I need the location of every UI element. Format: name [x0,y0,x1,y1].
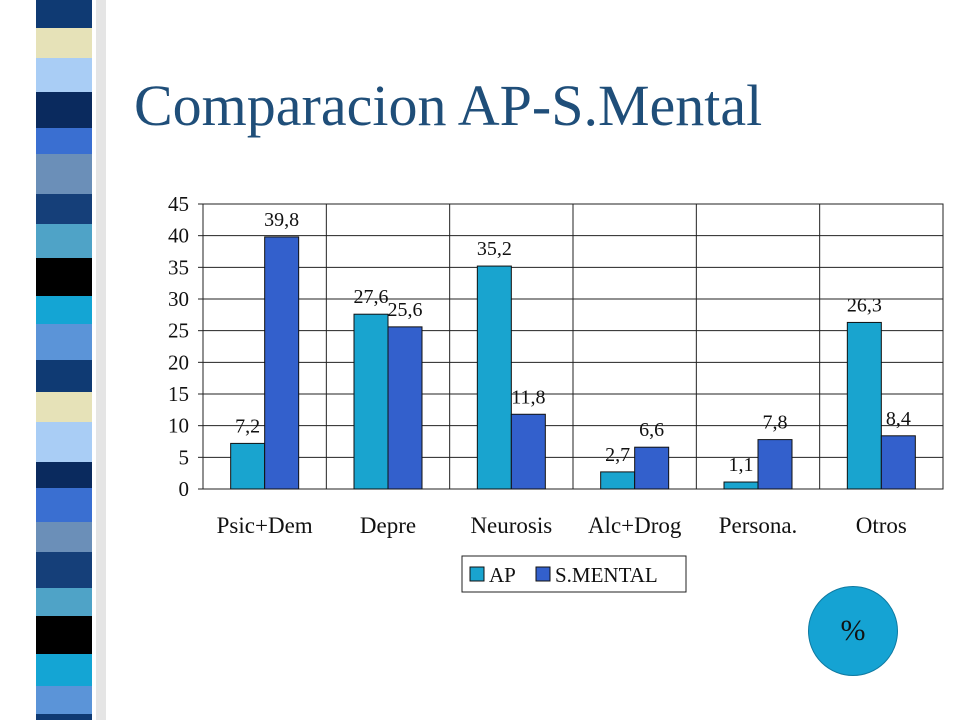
y-tick-label: 20 [168,350,189,374]
strip-block [36,686,92,714]
y-tick-label: 10 [168,414,189,438]
data-label: 8,4 [886,408,911,430]
x-tick-label: Otros [856,513,907,538]
bar-smental [387,326,423,490]
decorative-left-strip [0,0,120,720]
data-label: 1,1 [729,454,754,476]
strip-block [36,616,92,654]
strip-block [36,224,92,258]
y-axis-ticks: 0 5 10 15 20 25 30 35 40 45 [168,192,189,501]
strip-block [36,588,92,616]
y-tick-label: 5 [179,445,190,469]
data-label: 6,6 [639,419,664,441]
data-label: 7,2 [235,415,260,437]
x-tick-label: Psic+Dem [217,513,313,538]
strip-block [36,422,92,462]
strip-block [36,296,92,324]
y-tick-label: 25 [168,319,189,343]
strip-block [36,258,92,296]
strip-block [36,462,92,488]
strip-block [36,522,92,552]
strip-block [36,552,92,588]
x-tick-label: Neurosis [470,513,552,538]
strip-block [36,654,92,686]
x-axis-labels: Psic+Dem Depre Neurosis Alc+Drog Persona. Otr… [217,513,907,538]
slide-title: Comparacion AP-S.Mental [134,73,763,138]
strip-block [36,128,92,154]
chart-legend: AP S.MENTAL [461,555,687,593]
strip-block [36,360,92,392]
strip-block [36,154,92,194]
x-tick-label: Depre [360,513,416,538]
legend-swatch [535,566,551,582]
data-label: 35,2 [477,238,512,260]
data-label: 25,6 [388,299,423,321]
bar-smental [510,413,546,490]
bar-ap [723,481,759,490]
data-label: 2,7 [605,444,630,466]
data-label: 26,3 [847,294,882,316]
data-label: 11,8 [511,386,545,408]
bar-smental [634,446,670,490]
strip-block [36,58,92,92]
y-tick-label: 30 [168,287,189,311]
strip-block [36,92,92,128]
x-tick-label: Persona. [719,513,798,538]
strip-block [36,194,92,224]
y-tick-label: 0 [179,477,190,501]
strip-block [36,0,92,28]
data-label: 7,8 [763,412,788,434]
data-labels: 7,2 39,8 27,625,6 35,2 11,8 2,7 6,6 1,1 7,8 26,3 8… [235,209,911,476]
bar-smental [757,439,793,490]
strip-block [36,324,92,360]
strip-block [36,392,92,422]
legend-swatch [469,566,485,582]
percent-badge-text: % [840,614,866,647]
bar-smental [880,435,916,490]
strip-block [36,488,92,522]
y-tick-label: 15 [168,382,189,406]
chart-bars [230,236,916,490]
bar-ap [600,471,636,490]
bar-ap [476,265,512,490]
legend-label: S.MENTAL [555,563,658,587]
strip-block [36,28,92,58]
data-label: 39,8 [264,209,299,231]
y-tick-label: 35 [168,255,189,279]
bar-ap [353,313,389,490]
x-tick-label: Alc+Drog [588,513,682,538]
bar-smental [264,236,300,490]
legend-label: AP [489,563,516,587]
y-tick-label: 45 [168,192,189,216]
bar-ap [230,442,266,490]
legend-box [461,555,687,593]
y-tick-label: 40 [168,224,189,248]
percent-badge: % [808,586,898,676]
strip-block [36,714,92,720]
data-label: 27,6 [354,286,389,308]
chart-grid [198,203,944,490]
bar-ap [846,321,882,490]
